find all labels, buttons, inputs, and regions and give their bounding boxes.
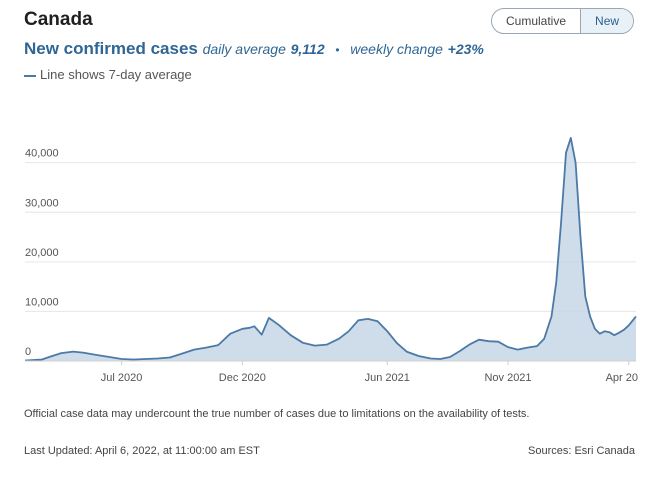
x-tick-label: Jun 2021: [365, 372, 410, 384]
subtitle-main: New confirmed cases: [24, 39, 198, 58]
y-tick-label: 30,000: [25, 197, 59, 209]
daily-average-label: daily average: [202, 41, 286, 57]
chart-subtitle: New confirmed cases daily average 9,112 …: [24, 39, 484, 59]
view-toggle: Cumulative New: [491, 8, 635, 34]
weekly-change-value: +23%: [447, 41, 484, 57]
x-tick-label: Jul 2020: [101, 372, 143, 384]
cumulative-button[interactable]: Cumulative: [506, 14, 567, 28]
x-tick-label: Apr 20: [606, 372, 638, 384]
legend-note-text: Line shows 7-day average: [40, 67, 192, 82]
x-tick-label: Nov 2021: [484, 372, 531, 384]
subtitle-bullet: •: [335, 43, 340, 57]
y-tick-label: 0: [25, 346, 31, 358]
line-legend-icon: [24, 74, 36, 77]
daily-average-value: 9,112: [290, 41, 325, 57]
new-button[interactable]: New: [580, 9, 634, 33]
y-tick-label: 40,000: [25, 148, 59, 160]
last-updated: Last Updated: April 6, 2022, at 11:00:00…: [24, 445, 260, 457]
page-title: Canada: [24, 9, 93, 30]
sources: Sources: Esri Canada: [528, 445, 635, 457]
cases-line: [24, 137, 637, 362]
weekly-change-label: weekly change: [350, 41, 443, 57]
legend-note: Line shows 7-day average: [24, 67, 192, 82]
x-tick-label: Dec 2020: [219, 372, 266, 384]
footnote: Official case data may undercount the tr…: [24, 408, 530, 420]
y-tick-label: 20,000: [25, 247, 59, 259]
y-tick-label: 10,000: [25, 296, 59, 308]
cases-area: [25, 137, 636, 361]
